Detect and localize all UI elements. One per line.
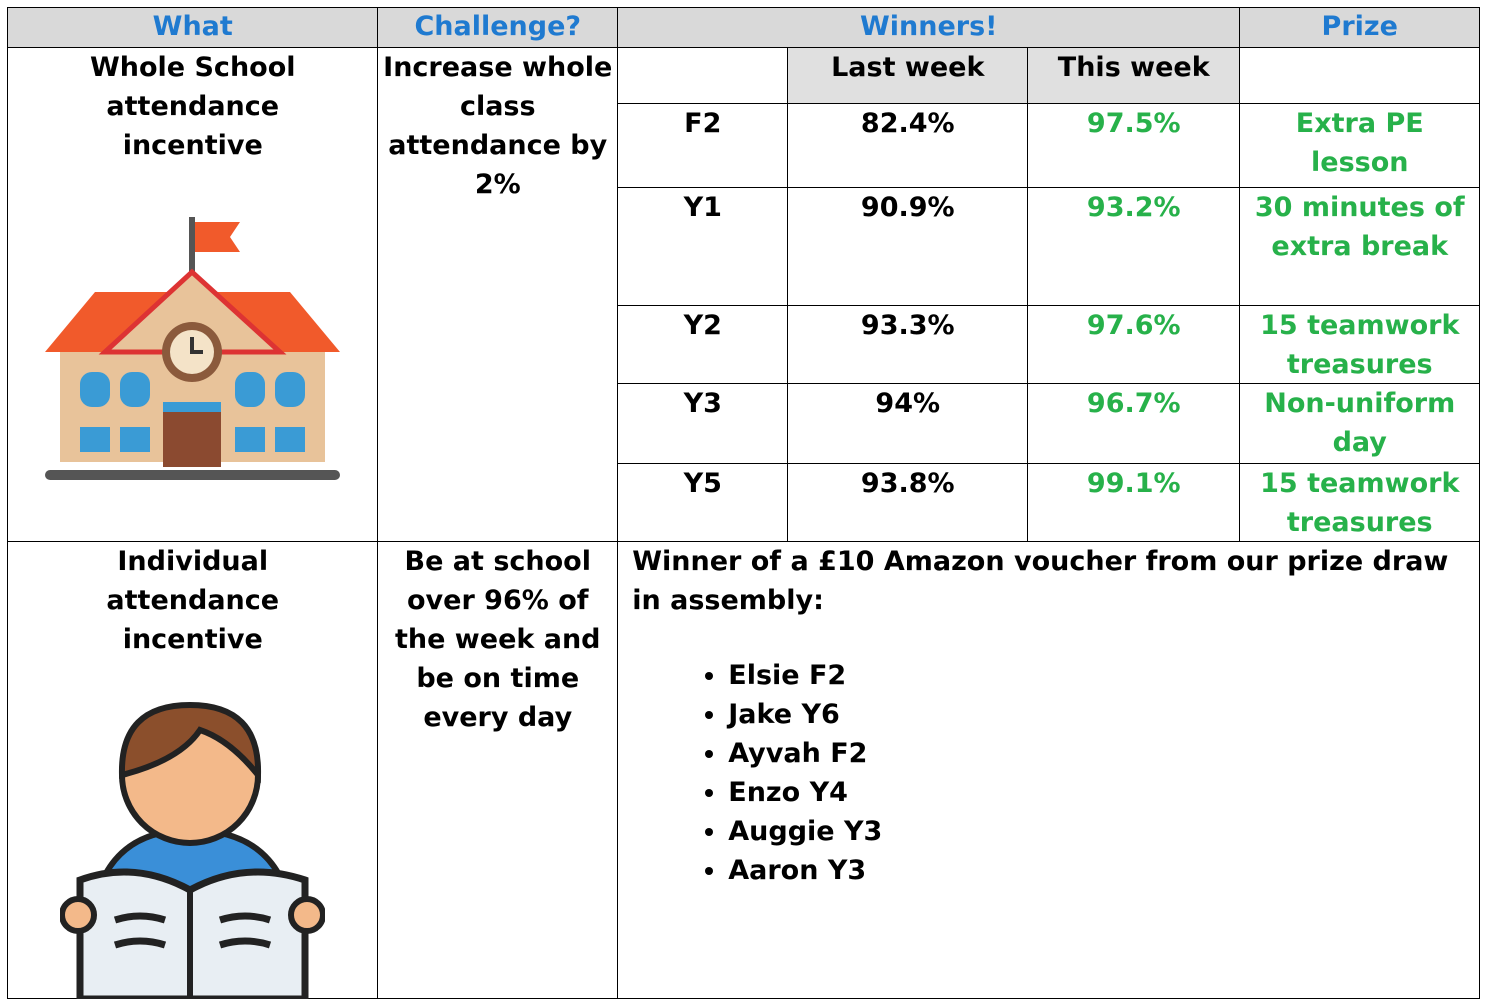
header-cell: What	[7, 7, 378, 48]
winner: Auggie Y3	[728, 812, 1465, 851]
prize-cell: 15 teamwork treasures	[1239, 305, 1480, 384]
last-week-cell: 93.8%	[787, 463, 1028, 542]
winner: Ayvah F2	[728, 734, 1465, 773]
school-icon	[45, 212, 340, 487]
last-week-cell: 82.4%	[787, 103, 1028, 188]
this-week-cell: 97.6%	[1027, 305, 1240, 384]
challenge-text: Increase whole class attendance by 2%	[383, 52, 612, 200]
winner: Jake Y6	[728, 695, 1465, 734]
page: What Challenge? Winners! Prize Whole Sch…	[0, 0, 1487, 999]
class-cell: Y5	[617, 463, 788, 542]
winner: Enzo Y4	[728, 773, 1465, 812]
last-week-cell: 90.9%	[787, 187, 1028, 306]
prize-cell: Non-uniform day	[1239, 383, 1480, 464]
challenge-cell: Increase whole class attendance by 2%	[377, 47, 618, 542]
prize-cell: 30 minutes of extra break	[1239, 187, 1480, 306]
this-week-cell: 96.7%	[1027, 383, 1240, 464]
winner: Aaron Y3	[728, 851, 1465, 890]
last-week-cell: 94%	[787, 383, 1028, 464]
class-cell: Y1	[617, 187, 788, 306]
winner: Elsie F2	[728, 656, 1465, 695]
winners-intro: Winner of a £10 Amazon voucher from our …	[632, 542, 1465, 620]
winners-cell: Winner of a £10 Amazon voucher from our …	[617, 541, 1480, 999]
column-header: This week	[1027, 47, 1240, 104]
header-cell: Prize	[1239, 7, 1480, 48]
empty-cell	[1239, 47, 1480, 104]
prize-cell: Extra PE lesson	[1239, 103, 1480, 188]
class-cell: F2	[617, 103, 788, 188]
column-header: Last week	[787, 47, 1028, 104]
challenge-text: Be at school over 96% of the week and be…	[395, 546, 601, 733]
what-text: Individual attendance incentive	[106, 546, 279, 655]
header-cell: Challenge?	[377, 7, 618, 48]
challenge-cell: Be at school over 96% of the week and be…	[377, 541, 618, 999]
reader-icon	[60, 690, 325, 999]
header-cell: Winners!	[617, 7, 1240, 48]
prize-cell: 15 teamwork treasures	[1239, 463, 1480, 542]
class-cell: Y3	[617, 383, 788, 464]
this-week-cell: 97.5%	[1027, 103, 1240, 188]
this-week-cell: 93.2%	[1027, 187, 1240, 306]
this-week-cell: 99.1%	[1027, 463, 1240, 542]
what-text: Whole School attendance incentive	[90, 52, 296, 161]
last-week-cell: 93.3%	[787, 305, 1028, 384]
empty-cell	[617, 47, 788, 104]
winners-list: Elsie F2Jake Y6Ayvah F2Enzo Y4Auggie Y3A…	[632, 656, 1465, 890]
class-cell: Y2	[617, 305, 788, 384]
